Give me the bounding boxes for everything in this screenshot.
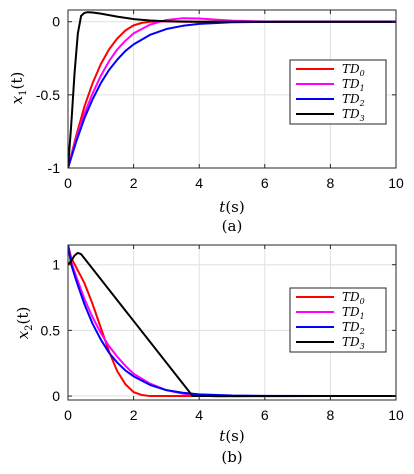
legend-label: TD1 — [342, 77, 365, 93]
legend-entry-td2: TD2 — [296, 92, 365, 108]
legend-entry-td2: TD2 — [296, 320, 365, 336]
legend-label: TD0 — [342, 290, 365, 306]
legend-label: TD0 — [342, 62, 365, 78]
x-tick-label: 6 — [261, 407, 269, 423]
x-tick-label: 2 — [130, 407, 138, 423]
x-tick-label: 10 — [388, 407, 404, 423]
x-tick-label: 0 — [64, 407, 72, 423]
axis-frame — [67, 244, 397, 401]
x-tick-label: 10 — [388, 175, 404, 191]
legend-entry-td1: TD1 — [296, 77, 365, 93]
x-tick-label: 2 — [130, 175, 138, 191]
legend-label: TD3 — [342, 107, 365, 123]
x-tick-label: 8 — [327, 175, 335, 191]
legend-label: TD2 — [342, 320, 365, 336]
y-tick-label: 0 — [52, 14, 60, 30]
x-tick-label: 0 — [64, 175, 72, 191]
legend-entry-td3: TD3 — [296, 107, 365, 123]
y-tick-label: 1 — [52, 257, 60, 273]
legend-label: TD1 — [342, 305, 365, 321]
y-axis-label: x1(t) — [8, 72, 29, 105]
y-axis-label: x2(t) — [14, 307, 35, 340]
series-line-td3 — [68, 11, 396, 168]
legend-entry-td0: TD0 — [296, 290, 365, 306]
y-tick-label: 0.5 — [41, 322, 61, 338]
legend-label: TD2 — [342, 92, 365, 108]
x-tick-label: 4 — [195, 407, 203, 423]
x-tick-label: 6 — [261, 175, 269, 191]
axis-frame — [67, 9, 397, 169]
panel-label: (b) — [221, 448, 242, 466]
panel-label: (a) — [222, 217, 243, 235]
legend-entry-td3: TD3 — [296, 335, 365, 351]
x-axis-label: t(s) — [219, 198, 244, 216]
y-tick-label: 0 — [52, 388, 60, 404]
legend-entry-td0: TD0 — [296, 62, 365, 78]
x-tick-label: 4 — [195, 175, 203, 191]
y-tick-label: -1 — [48, 160, 61, 176]
legend-label: TD3 — [342, 335, 365, 351]
x-axis-label: t(s) — [219, 427, 244, 445]
series-line-td3 — [68, 251, 396, 398]
y-tick-label: -0.5 — [36, 87, 60, 103]
x-tick-label: 8 — [327, 407, 335, 423]
legend-entry-td1: TD1 — [296, 305, 365, 321]
